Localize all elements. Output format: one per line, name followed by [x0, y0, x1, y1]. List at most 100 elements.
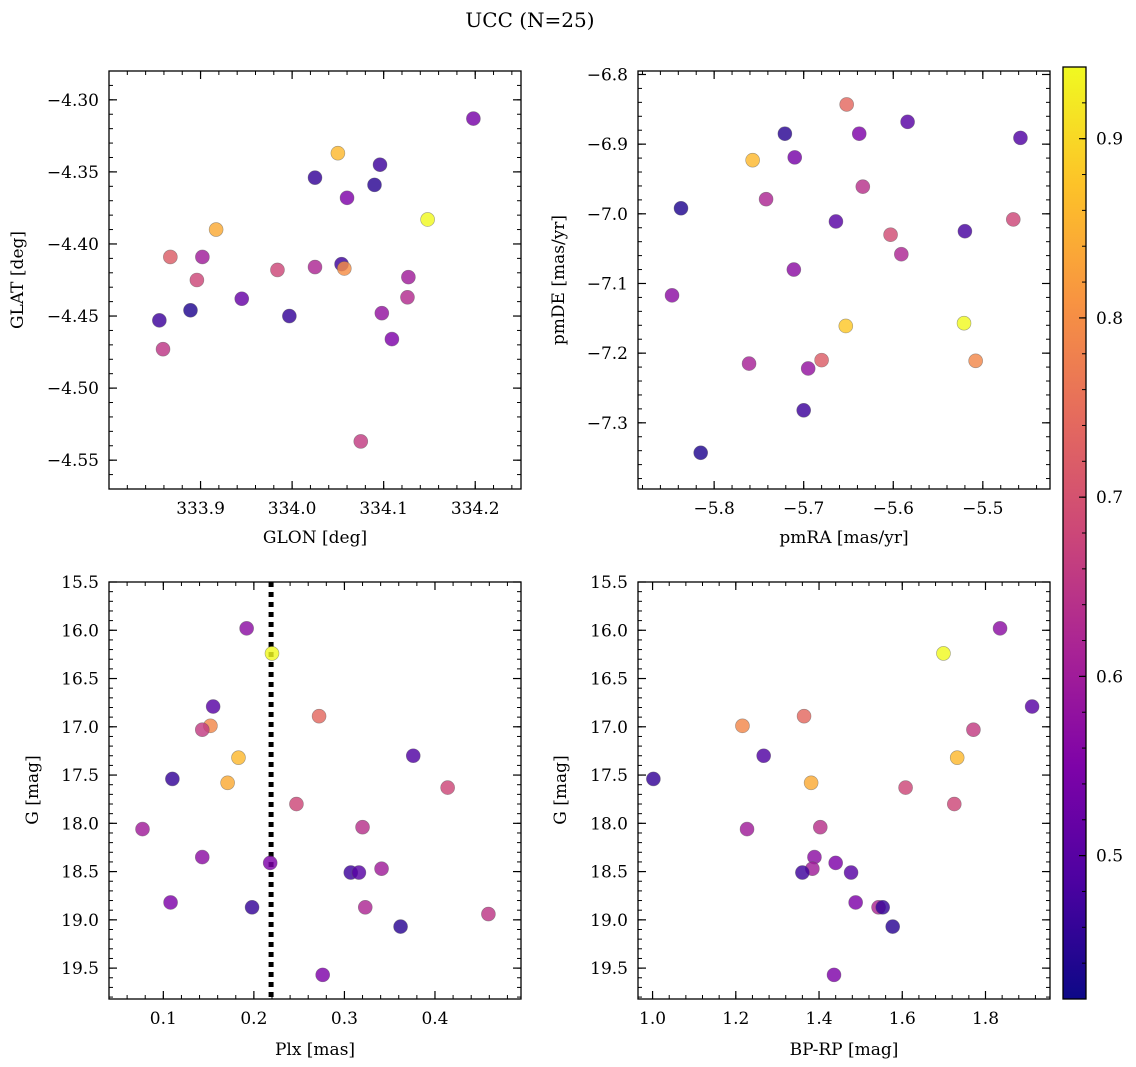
- y-tick-label: −4.50: [47, 379, 99, 399]
- axes-layer: −5.8 −5.7 −5.6 −5.5 −7.3 −7.2 −7.1 −7.0 −6.9 −6.8: [587, 65, 1050, 519]
- data-point: [966, 722, 981, 737]
- colorbar-tick-label: 0.8: [1096, 309, 1123, 329]
- y-tick-label: −7.2: [587, 344, 628, 364]
- y-tick-label: −4.35: [47, 163, 99, 183]
- x-tick-label: 0.2: [240, 1009, 267, 1029]
- data-point: [163, 249, 178, 265]
- data-point: [244, 899, 260, 915]
- x-tick-label: 1.2: [722, 1009, 749, 1029]
- data-point: [405, 748, 421, 764]
- x-tick-label: 0.1: [150, 1009, 177, 1029]
- y-tick-label: −4.45: [47, 307, 99, 327]
- y-axis-label: G [mag]: [551, 755, 571, 824]
- data-point: [163, 895, 178, 910]
- x-tick-label: −5.6: [873, 499, 914, 519]
- data-point: [194, 849, 210, 865]
- data-point: [992, 621, 1008, 636]
- y-tick-label: 16.0: [61, 621, 99, 641]
- data-point: [282, 308, 297, 324]
- data-point: [855, 179, 871, 194]
- data-point: [384, 331, 400, 347]
- x-axis-label: pmRA [mas/yr]: [779, 528, 908, 548]
- data-point: [183, 302, 198, 318]
- data-point: [894, 246, 909, 262]
- colorbar: 0.5 0.6 0.7 0.8 0.9: [1062, 66, 1123, 1000]
- data-point: [646, 771, 661, 787]
- data-point: [351, 865, 367, 880]
- data-point: [330, 145, 346, 161]
- x-tick-label: 334.2: [451, 499, 500, 519]
- data-point: [957, 223, 973, 239]
- x-tick-label: 333.9: [176, 499, 225, 519]
- y-tick-label: 18.0: [590, 814, 628, 834]
- y-tick-label: 18.5: [61, 863, 99, 883]
- data-point: [481, 906, 496, 922]
- x-tick-label: 334.1: [359, 499, 408, 519]
- data-point: [355, 819, 370, 835]
- data-point: [795, 865, 810, 880]
- data-point: [735, 718, 750, 734]
- data-point: [339, 190, 355, 206]
- y-tick-label: 18.0: [61, 814, 99, 834]
- data-point: [315, 967, 330, 983]
- x-tick-label: 1.8: [972, 1009, 999, 1029]
- data-point: [205, 699, 221, 714]
- colorbar-tick-label: 0.7: [1096, 488, 1123, 508]
- data-point: [262, 855, 278, 871]
- y-tick-label: 18.5: [590, 863, 628, 883]
- data-point: [898, 780, 913, 795]
- data-point: [800, 361, 816, 376]
- data-point: [264, 646, 280, 661]
- data-point: [336, 261, 352, 276]
- data-point: [374, 305, 390, 321]
- data-point: [745, 152, 760, 168]
- y-tick-label: 17.0: [590, 718, 628, 738]
- y-axis-label: G [mag]: [23, 755, 43, 824]
- y-tick-label: −4.30: [47, 91, 99, 111]
- data-point: [239, 621, 254, 636]
- points-layer: [664, 97, 1028, 461]
- data-point: [420, 212, 435, 227]
- data-point: [968, 353, 983, 369]
- data-point: [777, 126, 793, 141]
- colorbar-gradient: [1063, 67, 1086, 999]
- plot-frame: [637, 70, 1051, 490]
- data-point: [826, 967, 842, 983]
- data-point: [664, 288, 680, 303]
- y-tick-label: 16.5: [61, 670, 99, 690]
- points-layer: [135, 621, 496, 983]
- x-axis-label: GLON [deg]: [263, 528, 367, 548]
- data-point: [883, 227, 898, 243]
- data-point: [828, 855, 843, 871]
- data-point: [401, 269, 416, 285]
- data-point: [758, 191, 774, 207]
- data-point: [270, 262, 285, 278]
- x-axis-label: BP-RP [mag]: [790, 1040, 899, 1060]
- y-tick-label: −4.40: [47, 235, 99, 255]
- data-point: [949, 750, 965, 765]
- y-tick-label: 19.0: [61, 911, 99, 931]
- data-point: [787, 150, 803, 165]
- data-point: [234, 291, 250, 307]
- y-tick-label: −7.0: [587, 205, 628, 225]
- panel-glon-glat: 333.9 334.0 334.1 334.2 −4.55 −4.50 −4.45 −4.40…: [8, 70, 522, 548]
- data-point: [231, 750, 246, 765]
- colorbar-ticks: 0.5 0.6 0.7 0.8 0.9: [1079, 66, 1123, 1000]
- data-point: [848, 895, 863, 910]
- data-point: [843, 865, 859, 880]
- y-tick-label: 16.5: [590, 670, 628, 690]
- data-point: [814, 352, 829, 368]
- data-point: [155, 341, 171, 357]
- data-point: [739, 821, 755, 837]
- data-point: [393, 919, 408, 934]
- data-point: [367, 177, 382, 193]
- y-tick-label: 17.0: [61, 718, 99, 738]
- data-point: [1013, 130, 1028, 146]
- panel-pmra-pmde: −5.8 −5.7 −5.6 −5.5 −7.3 −7.2 −7.1 −7.0 −6.9 −6.8…: [549, 65, 1051, 548]
- data-point: [812, 819, 828, 835]
- x-tick-label: 1.0: [639, 1009, 666, 1029]
- data-point: [220, 775, 235, 791]
- x-tick-label: −5.8: [693, 499, 734, 519]
- x-tick-label: −5.5: [962, 499, 1003, 519]
